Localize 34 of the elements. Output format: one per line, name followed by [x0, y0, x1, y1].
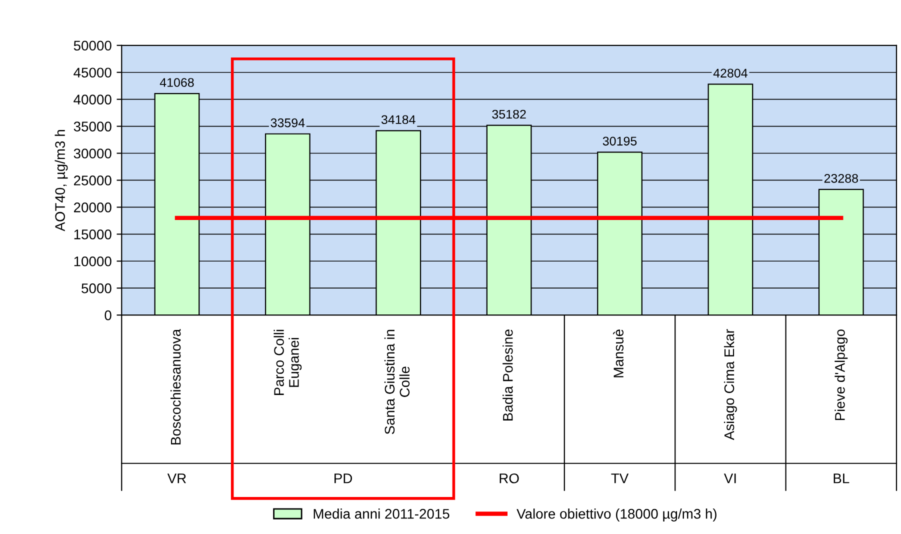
text: BL: [834, 474, 850, 484]
data-label: 41068: [160, 78, 194, 87]
data-label: 34184: [381, 115, 416, 124]
y-tick-label: 45000: [74, 68, 112, 78]
x-tick-label: Asiago Cima Ekar: [724, 329, 737, 440]
y-tick-label: 0: [104, 310, 112, 320]
y-tick-label: 50000: [74, 40, 112, 51]
x-tick-label: Mansuè: [613, 330, 624, 378]
data-label: 35182: [492, 110, 526, 119]
y-tick-label: 30000: [74, 148, 112, 158]
y-tick-label: 20000: [74, 202, 112, 212]
x-tick-label: Parco Colli Euganei: [274, 330, 302, 395]
y-tick-label: 35000: [74, 122, 112, 132]
x-tick-label: Badia Polesine: [502, 330, 513, 420]
x-tick-label: Pieve d'Alpago: [834, 330, 848, 420]
y-tick-label: 25000: [74, 176, 112, 186]
data-label: 42804: [713, 68, 748, 78]
data-label: 30195: [602, 136, 637, 146]
text: VR: [167, 474, 186, 484]
y-tick-label: 15000: [74, 229, 112, 240]
data-label: 33594: [270, 118, 305, 128]
y-tick-label: 40000: [74, 94, 112, 104]
x-tick-label: Boscochiesanuova: [170, 328, 181, 444]
legend-label: Media anni 2011-2015: [314, 508, 450, 519]
y-tick-label: 10000: [74, 256, 112, 266]
text: RO: [500, 473, 519, 484]
text: VI: [724, 474, 736, 484]
text: PD: [334, 474, 352, 484]
y-tick-label: 5000: [82, 283, 112, 294]
text: TV: [611, 474, 629, 484]
legend-label: Valore obiettivo (18000 µg/m3 h): [516, 508, 716, 522]
data-label: 23288: [824, 174, 858, 183]
x-tick-label: Santa Giustina in Colle: [384, 330, 410, 434]
y-axis-title: AOT40, µg/m3 h: [54, 130, 68, 232]
